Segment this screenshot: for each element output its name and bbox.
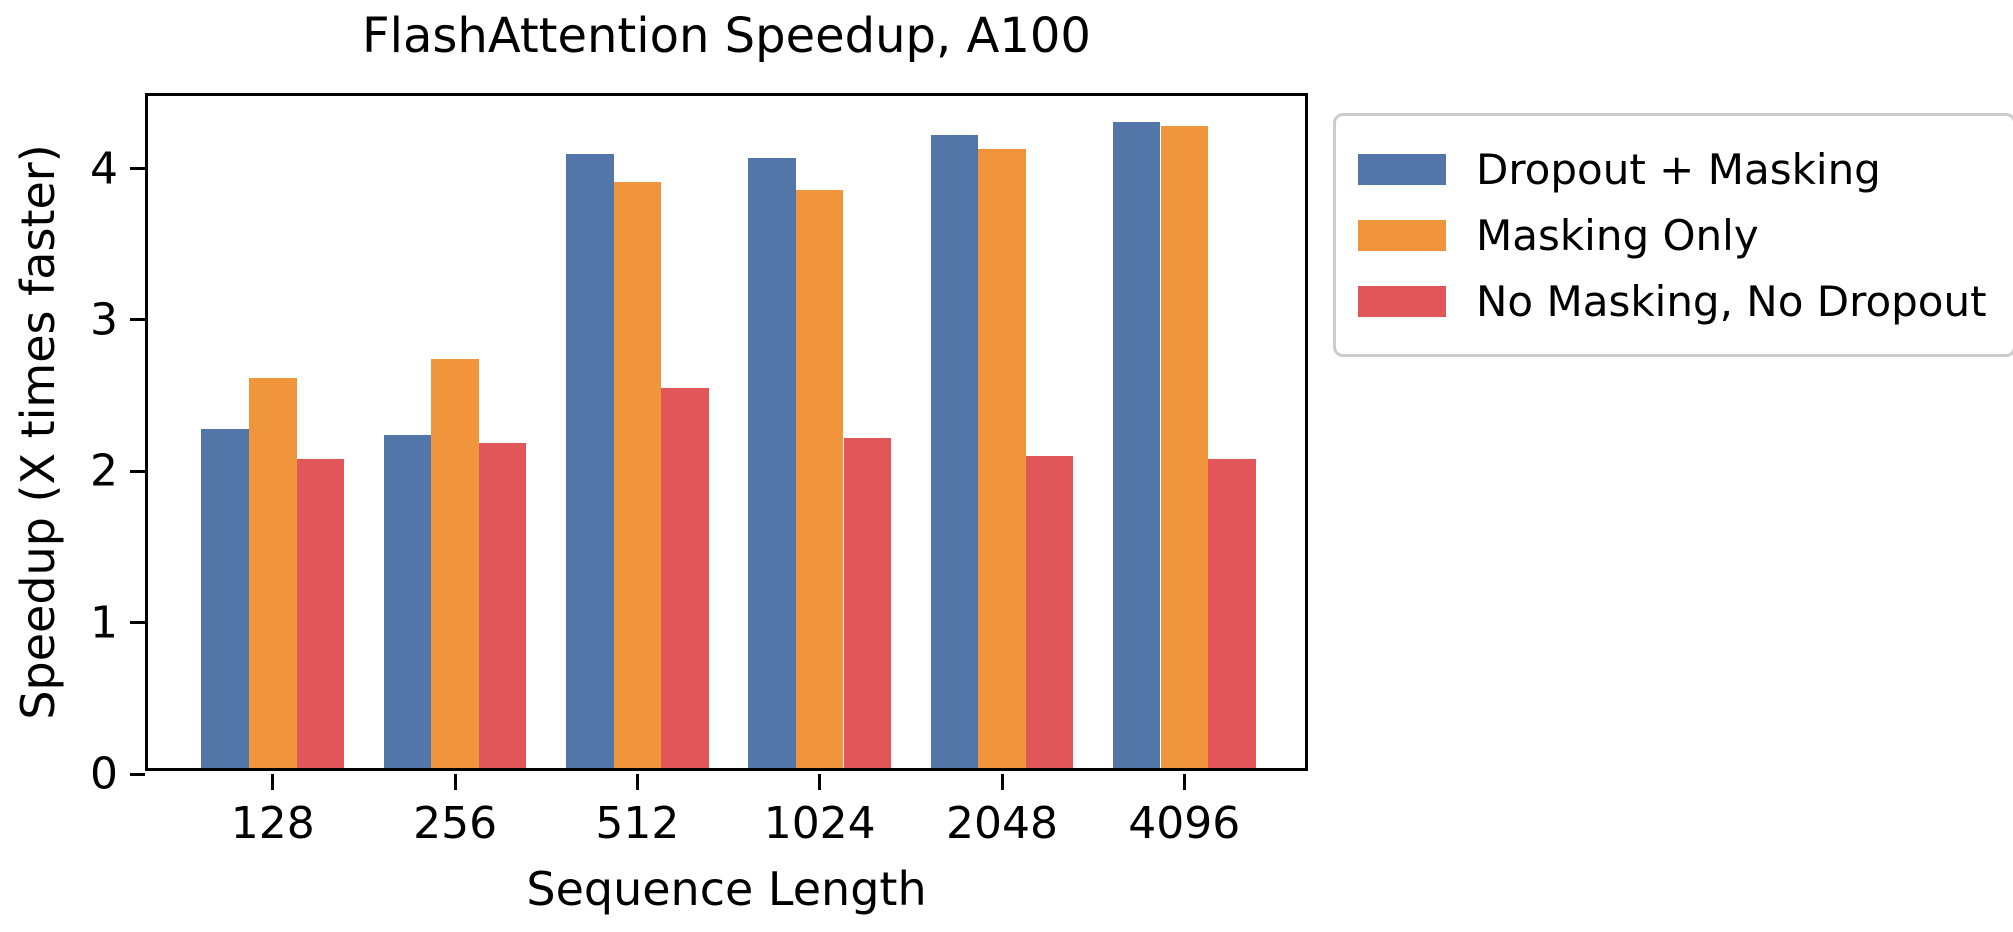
legend-item: Dropout + Masking — [1358, 136, 1987, 202]
bar-4096-series-1 — [1160, 126, 1209, 768]
y-tick-label: 0 — [90, 748, 118, 800]
legend-label: No Masking, No Dropout — [1476, 276, 1987, 326]
y-tick-mark — [130, 167, 145, 171]
y-tick-label: 4 — [90, 143, 118, 195]
bar-2048-series-0 — [930, 135, 979, 768]
x-tick-mark — [818, 774, 822, 790]
bar-128-series-1 — [249, 377, 297, 768]
x-tick-label: 256 — [413, 798, 498, 849]
y-tick-label: 3 — [90, 294, 118, 346]
bar-1024-series-1 — [795, 189, 844, 768]
chart-title: FlashAttention Speedup, A100 — [362, 8, 1091, 64]
bar-512-series-0 — [566, 153, 614, 768]
legend-item: No Masking, No Dropout — [1358, 268, 1987, 334]
x-tick-label: 128 — [230, 798, 315, 849]
x-tick-label: 512 — [595, 798, 680, 849]
x-tick-mark — [453, 774, 457, 790]
plot-area: 0 1 2 3 4 128 256 512 1024 2048 4096 — [90, 93, 1308, 849]
x-tick-mark — [271, 774, 275, 790]
y-tick-mark — [130, 772, 145, 776]
x-axis-label: Sequence Length — [526, 862, 927, 916]
x-tick-mark — [1000, 774, 1004, 790]
y-tick-label: 1 — [90, 597, 118, 649]
legend-label: Masking Only — [1476, 210, 1759, 260]
bar-128-series-0 — [201, 429, 249, 768]
bar-256-series-2 — [478, 442, 527, 768]
legend-swatch — [1358, 285, 1446, 317]
x-tick-mark — [635, 774, 639, 790]
bar-1024-series-0 — [748, 158, 796, 768]
x-tick-label: 1024 — [763, 798, 876, 849]
bar-256-series-0 — [383, 435, 432, 768]
bar-2048-series-1 — [978, 149, 1026, 768]
x-tick-label: 4096 — [1128, 798, 1241, 849]
bar-256-series-1 — [431, 359, 479, 768]
x-tick-label: 2048 — [946, 798, 1058, 849]
bar-4096-series-0 — [1112, 121, 1161, 768]
legend-swatch — [1358, 153, 1446, 185]
legend-label: Dropout + Masking — [1476, 144, 1881, 194]
legend-item: Masking Only — [1358, 202, 1987, 268]
bar-512-series-1 — [613, 182, 662, 768]
legend-swatch — [1358, 219, 1446, 251]
legend: Dropout + Masking Masking Only No Masking,… — [1333, 113, 2013, 357]
y-tick-mark — [130, 621, 145, 625]
bar-2048-series-2 — [1025, 456, 1074, 768]
bar-128-series-2 — [296, 459, 345, 768]
y-tick-label: 2 — [90, 445, 118, 497]
y-tick-mark — [130, 469, 145, 473]
bar-4096-series-2 — [1208, 459, 1256, 768]
bar-1024-series-2 — [843, 438, 892, 768]
bar-512-series-2 — [661, 388, 709, 768]
y-tick-mark — [130, 318, 145, 322]
x-tick-mark — [1182, 774, 1186, 790]
